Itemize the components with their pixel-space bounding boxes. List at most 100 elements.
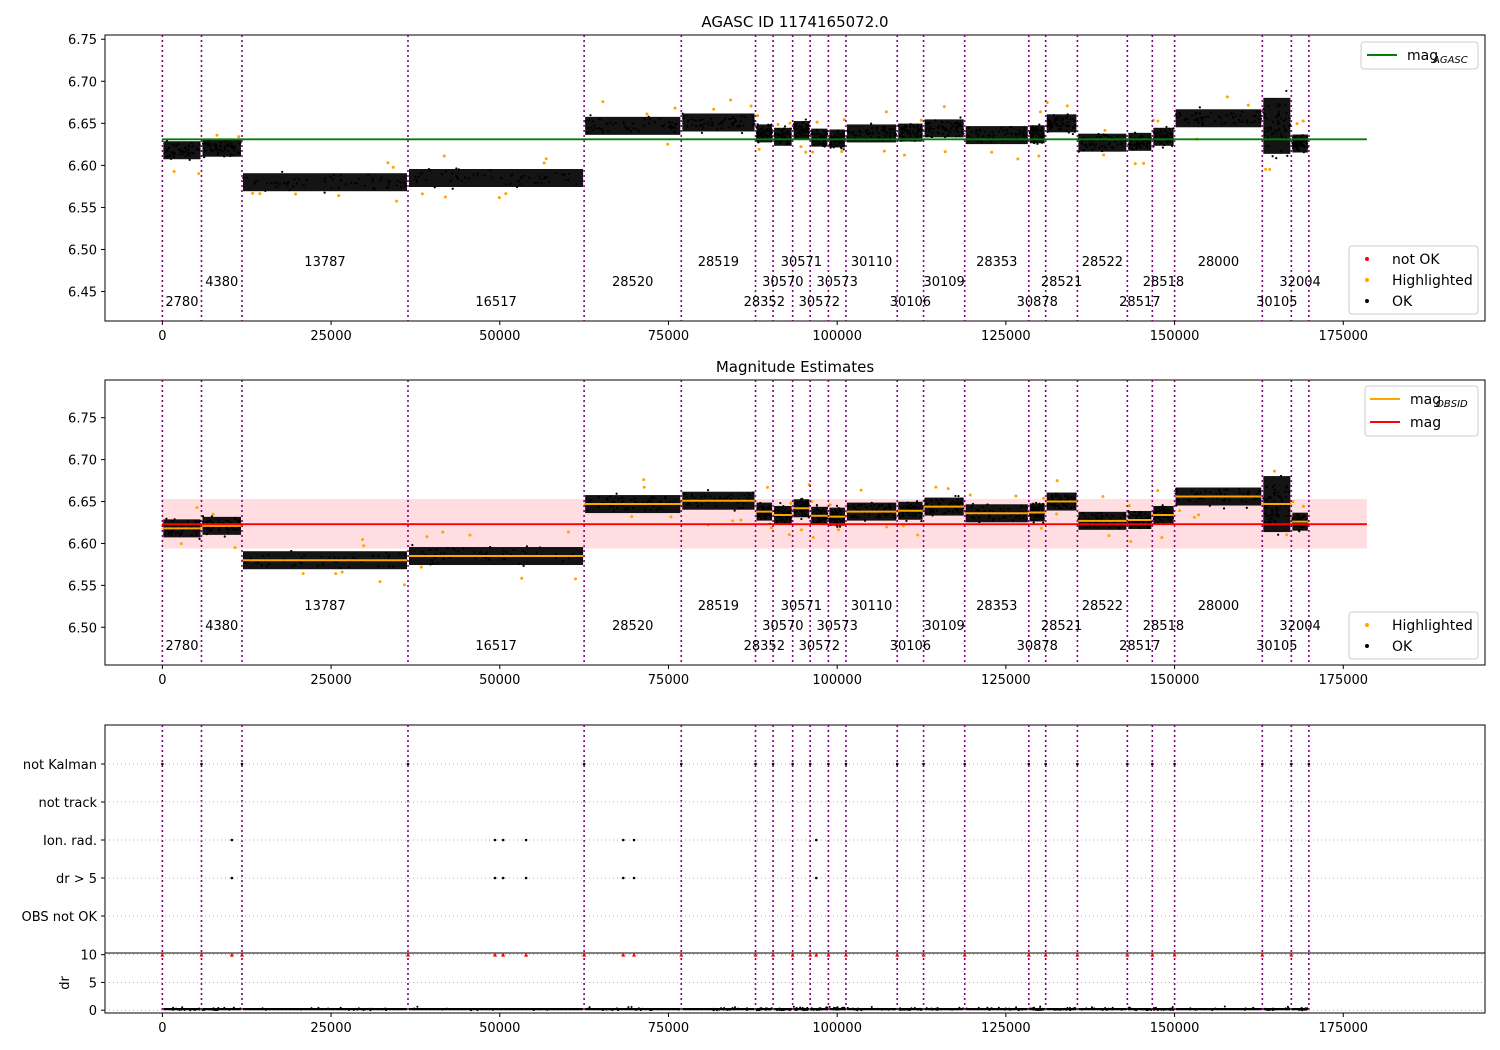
dr-point [1244, 1007, 1247, 1010]
ok-point [1277, 110, 1280, 114]
ok-point [371, 180, 374, 183]
ok-point [1137, 513, 1141, 516]
y-tick-label: 6.50 [68, 621, 97, 636]
ok-point [1104, 133, 1107, 137]
ok-point [333, 561, 336, 564]
highlighted-point [673, 106, 677, 110]
dr-clipped-marker [405, 952, 410, 957]
ok-point [733, 117, 736, 120]
ok-point [671, 121, 674, 124]
ok-point [753, 122, 756, 125]
ok-point [980, 141, 983, 144]
dr-points-band [924, 1008, 964, 1011]
obsid-label: 28519 [698, 255, 739, 270]
obsid-label: 30106 [890, 639, 931, 654]
ok-point [789, 519, 793, 522]
dr-points-band [756, 1008, 773, 1011]
highlighted-point [811, 150, 815, 154]
ok-point [380, 176, 383, 179]
ok-point [1040, 130, 1043, 133]
dr-point [834, 1008, 837, 1011]
ok-point [1263, 116, 1266, 119]
ok-point [1015, 133, 1018, 136]
dr-point [712, 1009, 715, 1012]
ok-point [1057, 127, 1061, 131]
dr-point [193, 1008, 196, 1011]
dr-point [385, 1009, 388, 1012]
dr-clipped-marker [808, 952, 813, 957]
ok-point [1158, 133, 1161, 136]
ok-point [742, 124, 745, 127]
agasc-magnitude-panel: AGASC ID 1174165072.00 25000 50000 75000 100… [68, 13, 1486, 344]
ok-point [1168, 127, 1171, 130]
ok-point [379, 179, 382, 182]
ok-point [230, 143, 233, 146]
highlighted-point [441, 530, 445, 534]
dr-clipped-marker [679, 952, 684, 957]
ok-point [1300, 140, 1303, 144]
ok-point [658, 506, 661, 509]
flag-point [632, 838, 636, 842]
ok-point [1174, 488, 1178, 491]
ok-point [949, 502, 952, 505]
ok-point [834, 512, 837, 515]
ok-point [644, 118, 647, 121]
ok-point [580, 551, 583, 554]
ok-point [1085, 526, 1088, 529]
highlighted-point [520, 576, 524, 580]
ok-point [1012, 519, 1015, 522]
dr-point [239, 1007, 242, 1010]
ok-point [1298, 149, 1301, 152]
ok-point [1017, 129, 1021, 132]
highlighted-point [1038, 110, 1042, 114]
ok-point [988, 514, 992, 518]
ok-point [1170, 136, 1173, 139]
ok-point [1162, 515, 1165, 519]
ok-point [1273, 484, 1276, 487]
ok-point [743, 115, 746, 118]
ok-point [1282, 125, 1286, 128]
ok-point [818, 135, 821, 138]
ok-point [898, 516, 901, 519]
highlighted-point [419, 565, 423, 569]
ok-point [823, 510, 827, 513]
ok-point [587, 501, 590, 504]
ok-point [1251, 121, 1254, 124]
ok-point [756, 507, 759, 510]
dr-point [825, 1006, 828, 1009]
obsid-label: 32004 [1279, 619, 1320, 634]
legend-label: mag [1410, 392, 1441, 408]
highlighted-point [251, 191, 255, 195]
ok-point [456, 176, 459, 179]
ok-point [1275, 507, 1278, 510]
ok-point [1084, 517, 1087, 521]
ok-point [1191, 490, 1194, 493]
dr-point [1211, 1009, 1214, 1012]
obsid-label: 28519 [698, 599, 739, 614]
ok-point [1172, 127, 1175, 130]
ok-point [1042, 134, 1046, 137]
ok-point [1123, 513, 1126, 516]
ok-point [1174, 113, 1178, 116]
ok-point [207, 519, 210, 523]
ok-point [836, 525, 839, 528]
dr-point [189, 1008, 192, 1011]
ok-point [656, 509, 659, 512]
ok-point [761, 512, 765, 515]
dr-point [212, 1007, 215, 1010]
ok-point [300, 556, 303, 559]
ok-point [1082, 149, 1085, 152]
ok-point [522, 550, 525, 553]
dr-clipped-marker [501, 952, 506, 957]
dr-point [1147, 1008, 1150, 1011]
ok-point [1175, 504, 1178, 507]
highlighted-point [645, 112, 649, 116]
ok-point [1277, 533, 1280, 536]
ok-point [430, 559, 434, 562]
flag-point [808, 762, 812, 766]
highlighted-point [1055, 479, 1059, 483]
dr-point [546, 1008, 549, 1011]
dr-point [841, 1006, 844, 1009]
ok-point [1302, 525, 1305, 528]
highlighted-point [425, 535, 429, 539]
